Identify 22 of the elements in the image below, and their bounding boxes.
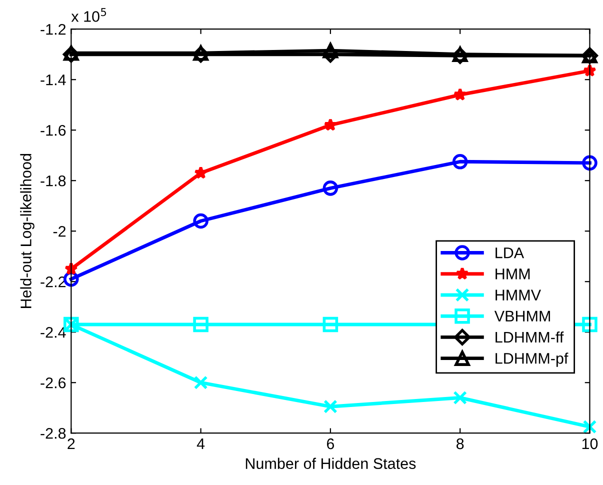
y-tick-label: -2	[53, 226, 66, 237]
y-tick-label: -1.4	[40, 74, 66, 86]
y-tick-label: -1.6	[40, 124, 66, 136]
x-tick-label: 10	[582, 438, 598, 450]
y-tick-label: -1.2	[40, 24, 66, 35]
legend-label: LDHMM-pf	[496, 352, 568, 367]
x-axis-title: Number of Hidden States	[246, 458, 416, 469]
y-axis-title: Held-out Log-likelihood	[20, 154, 34, 308]
legend-label: HMMV	[496, 290, 541, 300]
x-tick-label: 2	[68, 438, 75, 450]
legend-label: HMM	[496, 268, 530, 280]
legend-label: LDHMM-ff	[496, 331, 564, 343]
x-tick-label: 6	[326, 438, 334, 450]
legend-label: LDA	[496, 248, 524, 258]
x-tick-label: 8	[456, 438, 464, 450]
y-tick-label: -2.4	[40, 326, 66, 338]
text: x 10$^{5}$	[71, 8, 106, 22]
x-tick-label: 4	[196, 438, 205, 450]
y-tick-label: -2.8	[40, 428, 66, 439]
y-tick-label: -2.6	[40, 377, 66, 388]
y-tick-label: -1.8	[40, 175, 66, 186]
legend-label: VBHMM	[494, 310, 550, 322]
